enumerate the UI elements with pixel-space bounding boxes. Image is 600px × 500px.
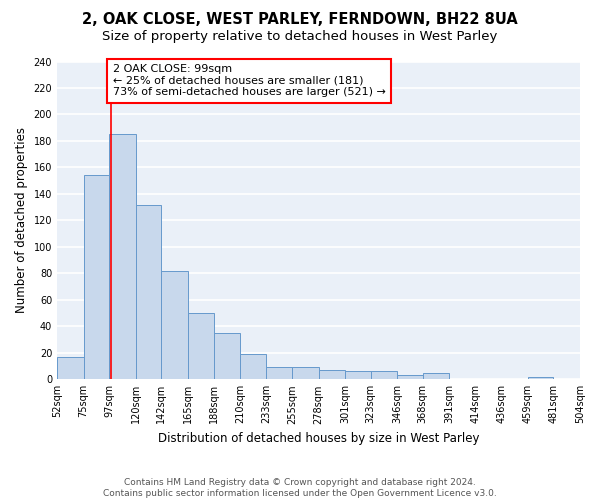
Bar: [371, 372, 397, 380]
Text: 2, OAK CLOSE, WEST PARLEY, FERNDOWN, BH22 8UA: 2, OAK CLOSE, WEST PARLEY, FERNDOWN, BH2…: [82, 12, 518, 28]
Bar: [422, 372, 449, 380]
Bar: [397, 376, 422, 380]
Bar: [266, 368, 292, 380]
Text: 2 OAK CLOSE: 99sqm
← 25% of detached houses are smaller (181)
73% of semi-detach: 2 OAK CLOSE: 99sqm ← 25% of detached hou…: [113, 64, 385, 98]
Text: Contains HM Land Registry data © Crown copyright and database right 2024.
Contai: Contains HM Land Registry data © Crown c…: [103, 478, 497, 498]
Bar: [161, 270, 188, 380]
Bar: [319, 370, 345, 380]
Bar: [292, 368, 319, 380]
Bar: [528, 376, 553, 380]
Bar: [345, 372, 371, 380]
Bar: [109, 134, 136, 380]
Y-axis label: Number of detached properties: Number of detached properties: [15, 128, 28, 314]
X-axis label: Distribution of detached houses by size in West Parley: Distribution of detached houses by size …: [158, 432, 479, 445]
Text: Size of property relative to detached houses in West Parley: Size of property relative to detached ho…: [103, 30, 497, 43]
Bar: [240, 354, 266, 380]
Bar: [136, 204, 161, 380]
Bar: [214, 333, 240, 380]
Bar: [188, 313, 214, 380]
Bar: [83, 176, 109, 380]
Bar: [57, 357, 83, 380]
